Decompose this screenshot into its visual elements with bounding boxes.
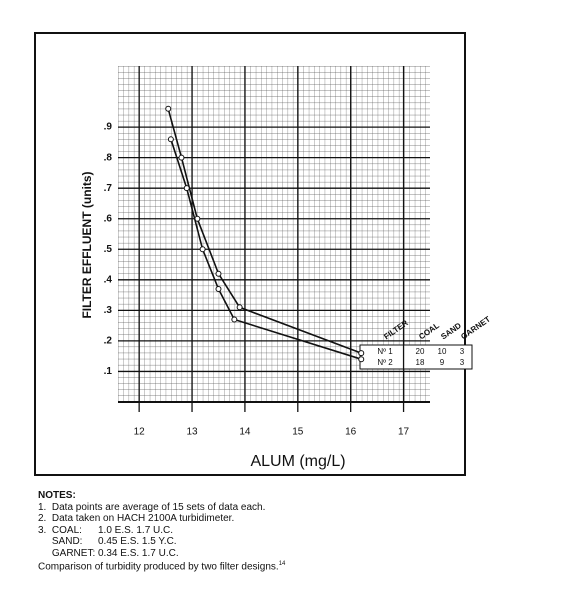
table-header: SAND [439, 321, 463, 342]
data-point [178, 154, 185, 161]
x-tick-label: 15 [292, 427, 304, 438]
y-tick-label: .2 [104, 336, 113, 347]
table-cell: 9 [440, 358, 445, 367]
legend-table [359, 344, 473, 370]
table-cell: 20 [416, 347, 425, 356]
data-point [199, 246, 206, 253]
x-tick-label: 16 [345, 427, 357, 438]
notes-heading: NOTES: [38, 490, 76, 501]
media-label: GARNET: [38, 547, 96, 559]
caption-row: Comparison of turbidity produced by two … [38, 559, 285, 573]
media-spec: 1.0 E.S. 1.7 U.C. [98, 524, 174, 536]
note-row: GARNET: 0.34 E.S. 1.7 U.C. [38, 548, 285, 560]
y-tick-label: .1 [104, 366, 113, 377]
data-point [167, 136, 174, 143]
table-cell: 3 [460, 358, 465, 367]
data-point [165, 105, 172, 112]
x-axis-label: ALUM (mg/L) [250, 453, 345, 470]
data-point [231, 316, 238, 323]
y-tick-label: .6 [104, 213, 113, 224]
y-axis-label: FILTER EFFLUENT (units) [80, 171, 94, 318]
x-tick-label: 17 [398, 427, 410, 438]
x-tick-label: 13 [186, 427, 198, 438]
media-label: SAND: [38, 536, 83, 547]
note-item: 1. Data points are average of 15 sets of… [38, 501, 266, 513]
media-label: 3. COAL: [38, 524, 82, 536]
y-tick-label: .4 [104, 274, 113, 285]
media-spec: 0.34 E.S. 1.7 U.C. [98, 547, 179, 559]
chart: FILTER EFFLUENT (units) ALUM (mg/L) .1 .2… [34, 32, 492, 476]
series-line [167, 108, 362, 354]
media-spec: 0.45 E.S. 1.5 Y.C. [98, 536, 177, 547]
series-line [170, 139, 362, 360]
data-point [183, 185, 190, 192]
table-cell: 18 [416, 358, 425, 367]
table-cell: 3 [460, 347, 465, 356]
note-row: 2. Data taken on HACH 2100A turbidimeter… [38, 513, 285, 525]
y-tick-label: .8 [104, 152, 113, 163]
legend-label: Nº 2 [377, 358, 393, 367]
caption-ref: 14 [278, 561, 286, 567]
data-point [358, 350, 365, 357]
notes: NOTES: 1. Data points are average of 15 … [38, 490, 285, 573]
note-row: 1. Data points are average of 15 sets of… [38, 502, 285, 514]
x-tick-label: 14 [239, 427, 251, 438]
frame [34, 32, 466, 476]
x-tick-label: 12 [134, 427, 146, 438]
data-point [358, 356, 365, 363]
data-point [215, 285, 222, 292]
note-row: 3. COAL: 1.0 E.S. 1.7 U.C. [38, 525, 285, 537]
y-tick-label: .7 [104, 183, 113, 194]
note-row: SAND: 0.45 E.S. 1.5 Y.C. [38, 536, 285, 548]
y-tick-label: .3 [104, 305, 113, 316]
data-point [236, 304, 243, 311]
y-tick-label: .5 [104, 244, 113, 255]
table-cell: 10 [438, 347, 447, 356]
data-point [215, 270, 222, 277]
note-item: 2. Data taken on HACH 2100A turbidimeter… [38, 513, 235, 524]
caption: Comparison of turbidity produced by two … [38, 561, 279, 573]
legend-label: Nº 1 [377, 347, 393, 356]
y-tick-label: .9 [104, 122, 113, 133]
